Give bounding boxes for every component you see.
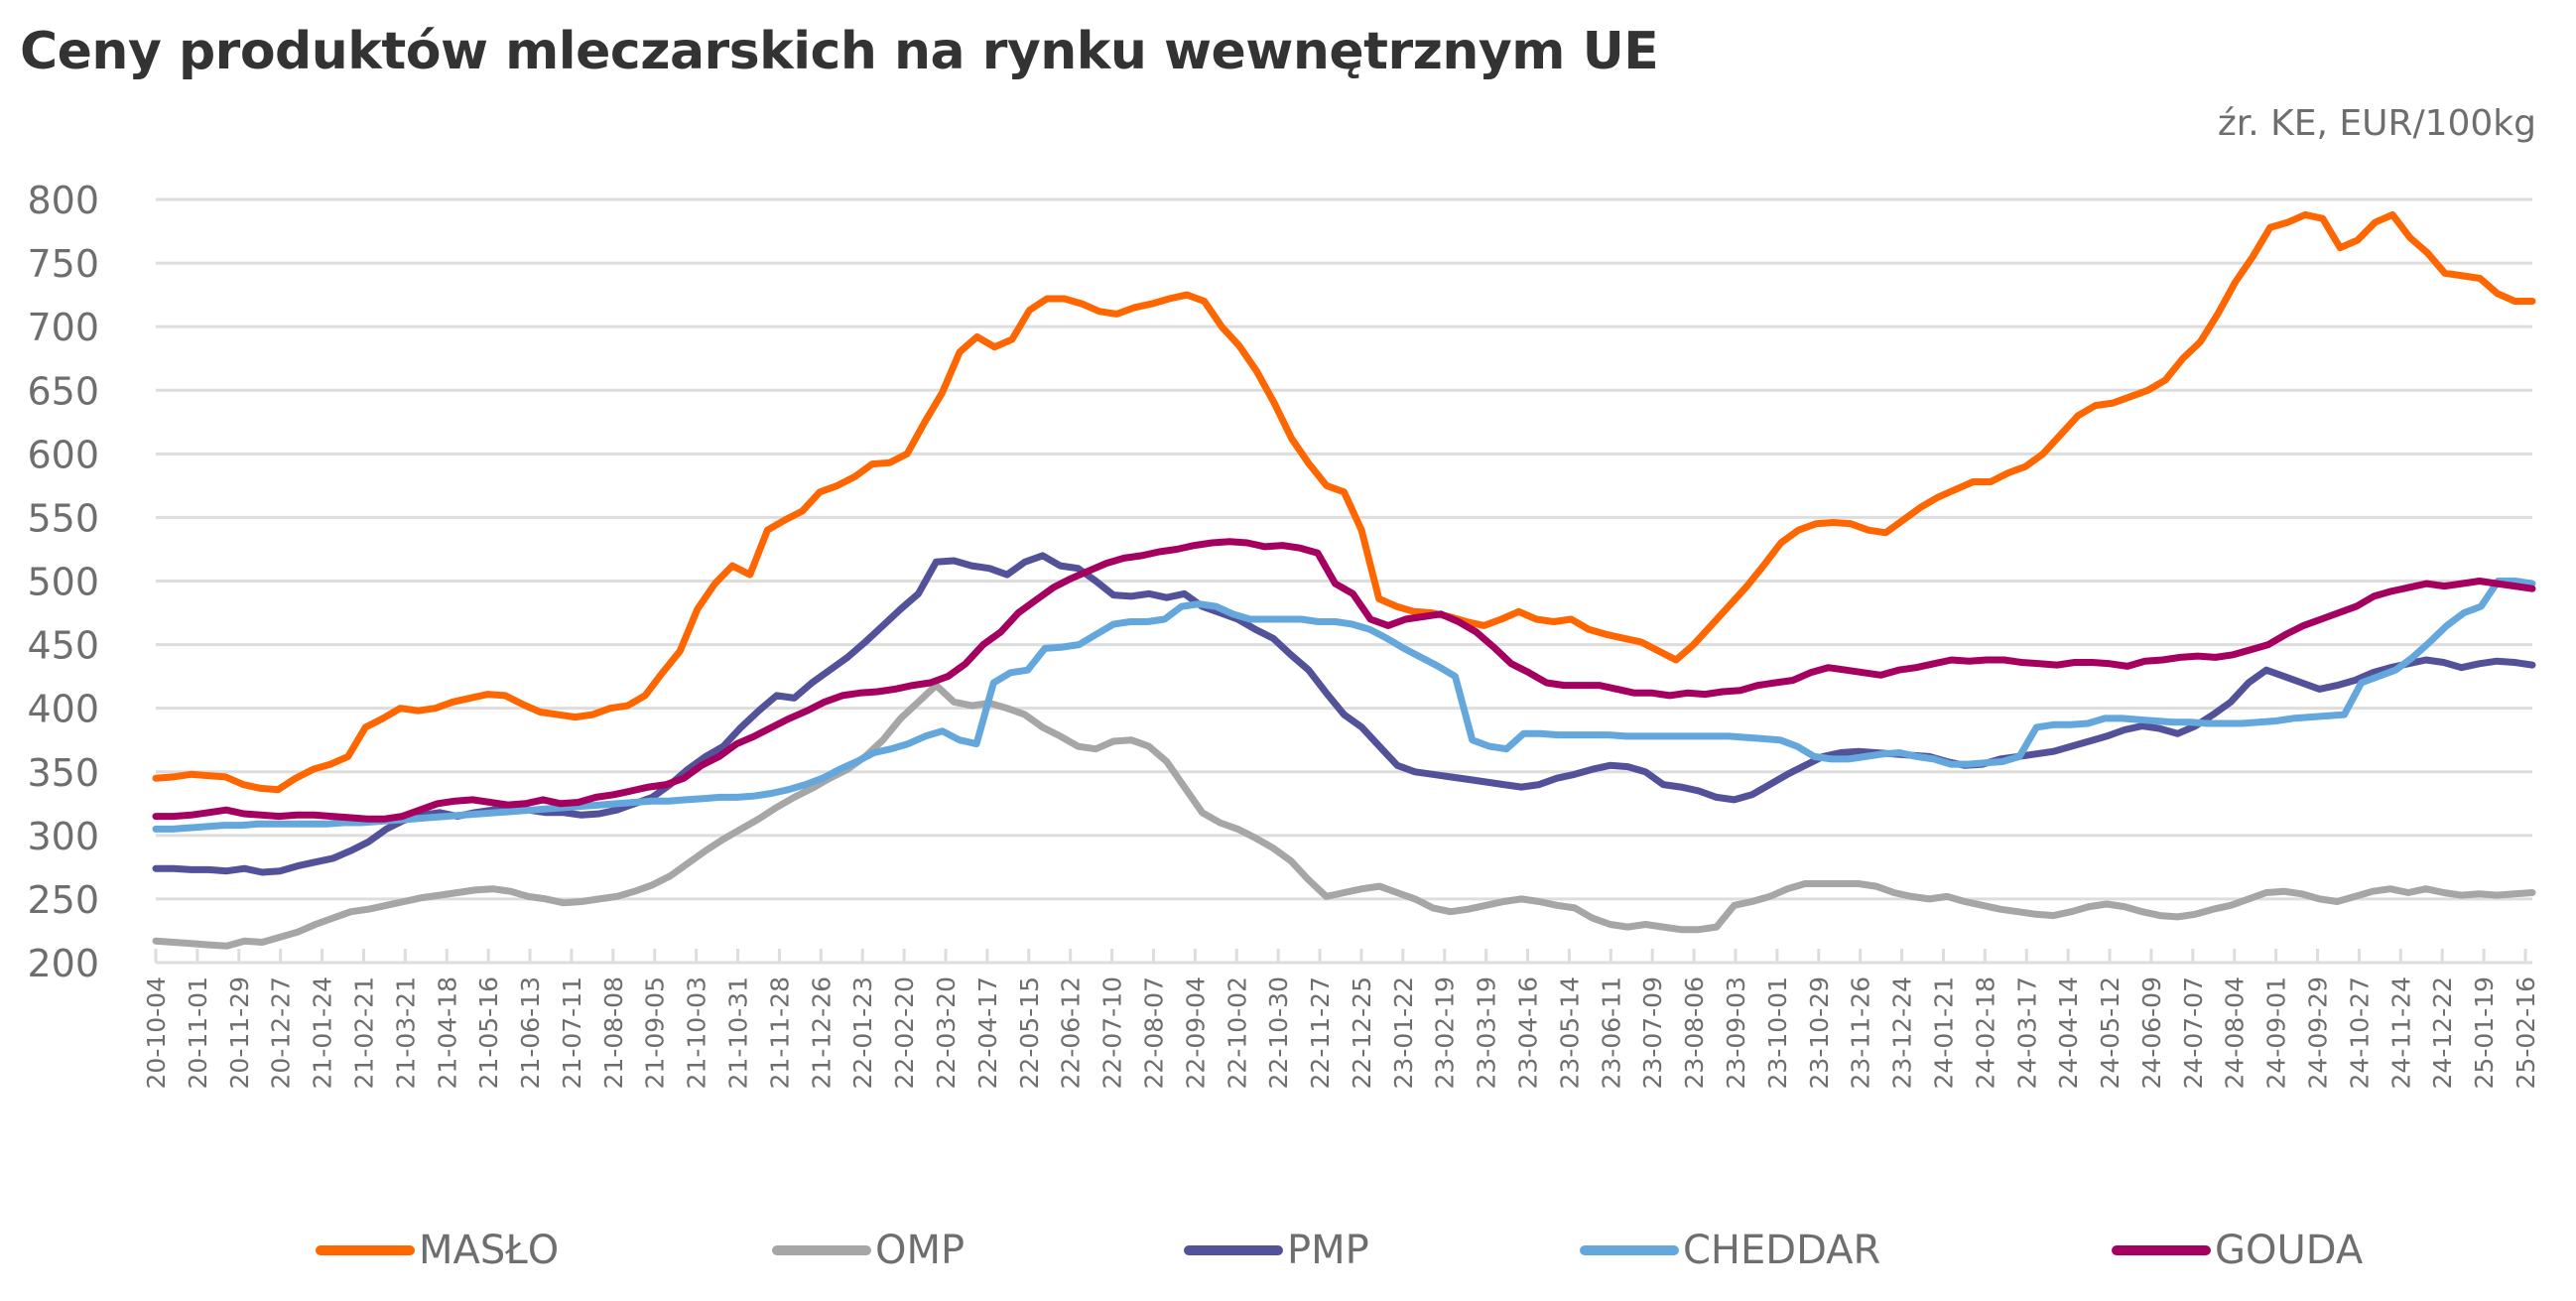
x-tick-label: 24-02-18	[1971, 976, 1999, 1089]
x-tick-label: 21-06-13	[516, 976, 545, 1089]
x-tick-label: 21-11-28	[765, 976, 794, 1089]
x-tick-label: 22-08-07	[1139, 976, 1168, 1089]
y-tick-label: 200	[27, 942, 99, 985]
y-tick-label: 750	[27, 242, 99, 286]
x-tick-label: 21-03-21	[391, 976, 420, 1089]
x-tick-label: 24-09-01	[2262, 976, 2291, 1089]
x-tick-label: 23-06-11	[1597, 976, 1625, 1089]
x-tick-label: 25-02-16	[2512, 976, 2540, 1089]
y-tick-label: 400	[27, 688, 99, 731]
x-tick-label: 22-10-02	[1223, 976, 1251, 1089]
y-tick-label: 550	[27, 496, 99, 540]
x-tick-label: 21-05-16	[474, 976, 503, 1089]
x-tick-label: 21-10-31	[724, 976, 753, 1089]
x-tick-label: 22-02-20	[890, 976, 919, 1089]
line-chart: 800750700650600550500450400350300250200 …	[27, 179, 2540, 1089]
x-tick-label: 22-01-23	[848, 976, 877, 1089]
x-tick-label: 21-09-05	[641, 976, 670, 1089]
x-tick-label: 21-02-21	[349, 976, 378, 1089]
x-tick-label: 22-07-10	[1098, 976, 1127, 1089]
y-tick-label: 450	[27, 624, 99, 668]
legend-label-gouda: GOUDA	[2215, 1228, 2364, 1273]
x-tick-label: 22-06-12	[1057, 976, 1086, 1089]
x-tick-label: 24-01-21	[1929, 976, 1958, 1089]
gridlines	[156, 197, 2532, 901]
legend-item-maslo[interactable]: MASŁO	[316, 1216, 559, 1285]
x-tick-label: 24-09-29	[2304, 976, 2333, 1089]
x-tick-label: 23-01-22	[1389, 976, 1418, 1089]
x-tick-label: 22-03-20	[932, 976, 961, 1089]
legend-swatch-maslo	[316, 1245, 415, 1255]
x-tick-label: 24-05-12	[2096, 976, 2125, 1089]
x-tick-label: 22-04-17	[973, 976, 1002, 1089]
y-tick-label: 250	[27, 878, 99, 922]
legend-swatch-gouda	[2112, 1245, 2211, 1255]
x-axis: 20-10-04 20-11-01 20-11-29 20-12-27 21-01-24…	[142, 949, 2540, 1089]
x-tick-label: 23-03-19	[1473, 976, 1501, 1089]
legend-swatch-pmp	[1184, 1245, 1283, 1255]
x-tick-label: 24-03-17	[2012, 976, 2041, 1089]
x-tick-label: 20-11-29	[225, 976, 254, 1089]
x-tick-label: 22-11-27	[1306, 976, 1335, 1089]
chart-title: Ceny produktów mleczarskich na rynku wew…	[20, 22, 1659, 81]
y-tick-label: 300	[27, 815, 99, 858]
x-tick-label: 21-04-18	[433, 976, 461, 1089]
legend-item-cheddar[interactable]: CHEDDAR	[1580, 1216, 1880, 1285]
x-tick-label: 22-12-25	[1348, 976, 1376, 1089]
chart-subtitle-source-unit: źr. KE, EUR/100kg	[2217, 103, 2536, 144]
legend-item-omp[interactable]: OMP	[772, 1216, 965, 1285]
x-tick-label: 23-04-16	[1514, 976, 1543, 1089]
y-tick-label: 500	[27, 561, 99, 604]
x-tick-label: 24-08-04	[2221, 976, 2250, 1089]
series-line-pmp	[152, 552, 2536, 876]
x-tick-label: 24-07-07	[2179, 976, 2208, 1089]
legend-item-gouda[interactable]: GOUDA	[2112, 1216, 2363, 1285]
x-tick-label: 23-08-06	[1680, 976, 1709, 1089]
y-tick-label: 800	[27, 179, 99, 222]
series-lines	[152, 210, 2536, 950]
x-tick-label: 20-11-01	[184, 976, 212, 1089]
x-tick-label: 23-07-09	[1638, 976, 1667, 1089]
x-tick-label: 21-10-03	[683, 976, 711, 1089]
x-tick-label: 24-12-22	[2428, 976, 2457, 1089]
x-tick-label: 24-10-27	[2345, 976, 2374, 1089]
x-tick-label: 24-06-09	[2137, 976, 2166, 1089]
x-tick-label: 20-12-27	[267, 976, 296, 1089]
series-line-maslo	[152, 210, 2536, 794]
x-tick-label: 23-10-01	[1763, 976, 1792, 1089]
x-tick-label: 21-08-08	[599, 976, 628, 1089]
legend-item-pmp[interactable]: PMP	[1184, 1216, 1369, 1285]
legend-swatch-omp	[772, 1245, 871, 1255]
y-tick-label: 350	[27, 751, 99, 795]
legend-swatch-cheddar	[1580, 1245, 1679, 1255]
series-line-gouda	[152, 538, 2536, 823]
x-tick-label: 23-11-26	[1847, 976, 1875, 1089]
x-tick-label: 22-05-15	[1015, 976, 1044, 1089]
x-tick-label: 24-11-24	[2386, 976, 2415, 1089]
x-tick-label: 21-01-24	[309, 976, 337, 1089]
legend-label-cheddar: CHEDDAR	[1683, 1228, 1881, 1273]
y-tick-label: 600	[27, 433, 99, 476]
x-tick-label: 24-04-14	[2054, 976, 2083, 1089]
y-tick-label: 650	[27, 369, 99, 413]
x-tick-label: 23-09-03	[1722, 976, 1750, 1089]
series-line-omp	[152, 682, 2536, 950]
x-tick-label: 23-02-19	[1431, 976, 1460, 1089]
x-tick-label: 22-09-04	[1181, 976, 1210, 1089]
legend: MASŁO OMP PMP CHEDDAR GOUDA	[0, 1216, 2576, 1285]
y-tick-label: 700	[27, 306, 99, 349]
x-tick-label: 22-10-30	[1264, 976, 1293, 1089]
x-tick-label: 21-07-11	[558, 976, 586, 1089]
series-line-cheddar	[152, 578, 2536, 833]
x-tick-label: 23-12-24	[1888, 976, 1917, 1089]
x-tick-label: 21-12-26	[807, 976, 836, 1089]
x-tick-label: 20-10-04	[142, 976, 171, 1089]
x-tick-label: 23-10-29	[1805, 976, 1834, 1089]
y-axis-tick-labels: 800 750 700 650 600 550 500 450 400 350 300 250 200	[27, 179, 99, 985]
legend-label-pmp: PMP	[1287, 1228, 1369, 1273]
x-tick-label: 25-01-19	[2470, 976, 2499, 1089]
legend-label-maslo: MASŁO	[419, 1228, 560, 1273]
x-tick-label: 23-05-14	[1555, 976, 1584, 1089]
legend-label-omp: OMP	[875, 1228, 966, 1273]
